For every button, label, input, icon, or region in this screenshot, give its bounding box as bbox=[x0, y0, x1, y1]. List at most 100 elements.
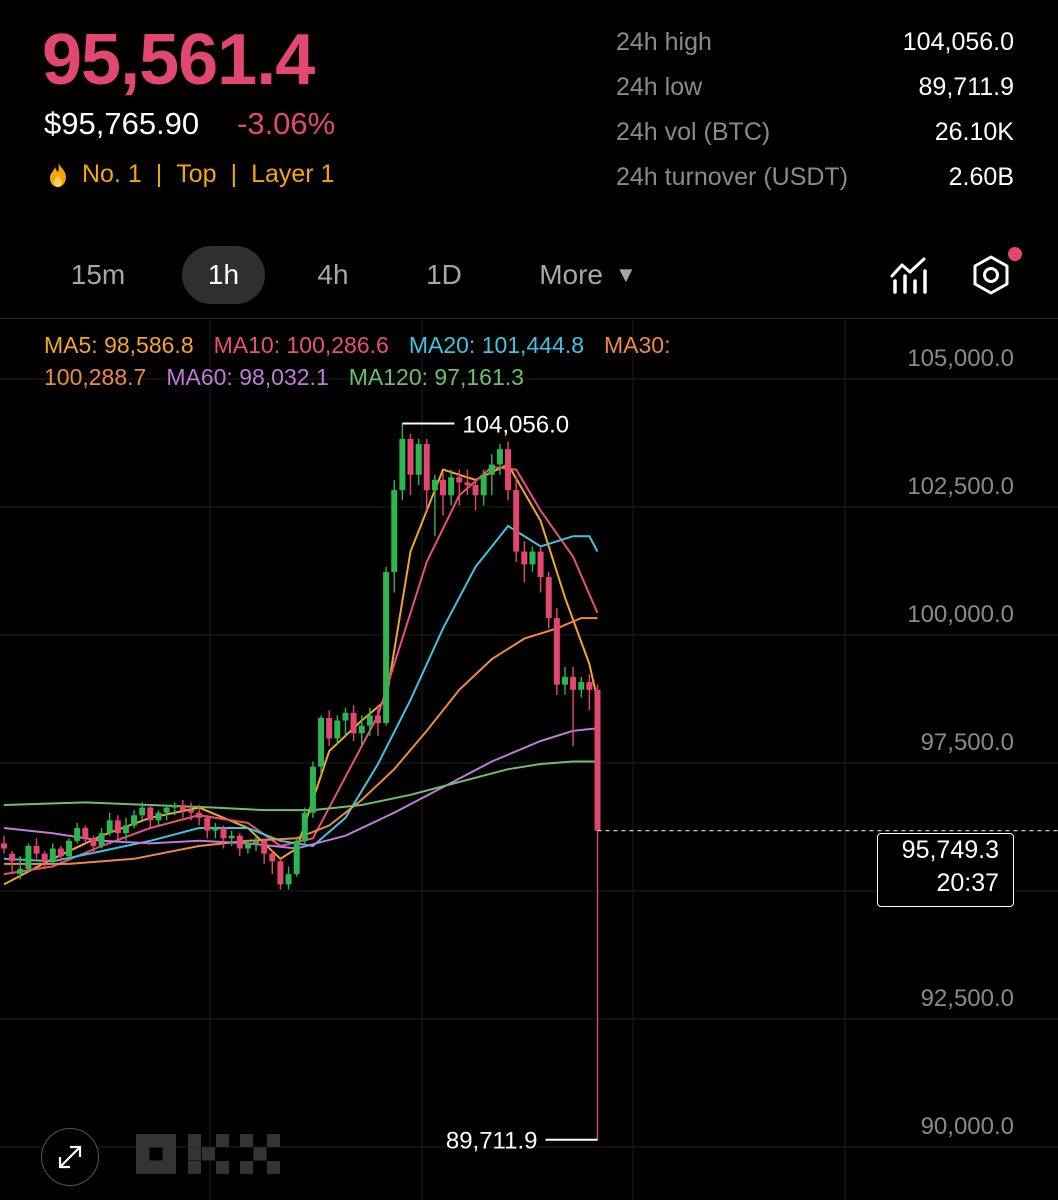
settings-icon[interactable] bbox=[970, 254, 1012, 296]
candle-body bbox=[269, 853, 276, 862]
candle-body bbox=[33, 845, 40, 854]
candle-body bbox=[383, 572, 390, 724]
candle-body bbox=[423, 444, 430, 491]
ma5-line bbox=[3, 463, 599, 886]
current-price-label: 95,749.3 20:37 bbox=[877, 833, 1014, 907]
candle-body bbox=[277, 861, 284, 885]
y-axis-tick-label: 100,000.0 bbox=[907, 601, 1014, 628]
tab-more[interactable]: More ▼ bbox=[518, 246, 658, 304]
high-marker-label: 104,056.0 bbox=[462, 412, 569, 439]
ma10-line bbox=[3, 466, 599, 876]
ma-legend-row-2: 100,288.7 MA60: 98,032.1 MA120: 97,161.3 bbox=[44, 366, 544, 389]
candle-body bbox=[553, 618, 560, 685]
stat-label-high: 24h high bbox=[616, 28, 712, 56]
candle-body bbox=[570, 677, 577, 690]
candle-body bbox=[114, 820, 121, 834]
candle-countdown: 20:37 bbox=[936, 869, 999, 897]
candle-body bbox=[9, 853, 16, 862]
candle-body bbox=[293, 840, 300, 875]
tab-1h[interactable]: 1h bbox=[182, 246, 265, 304]
expand-button[interactable] bbox=[41, 1128, 99, 1186]
candle-body bbox=[358, 725, 365, 734]
candle-body bbox=[122, 825, 129, 834]
candle-body bbox=[66, 840, 73, 857]
candle-body bbox=[464, 482, 471, 485]
expand-arrows-icon bbox=[58, 1145, 82, 1169]
candle-body bbox=[374, 715, 381, 724]
y-axis-tick-label: 92,500.0 bbox=[921, 985, 1014, 1012]
candle-body bbox=[537, 551, 544, 578]
candle-body bbox=[244, 843, 251, 849]
candle-body bbox=[334, 720, 341, 739]
candle-body bbox=[171, 805, 178, 808]
candle-body bbox=[318, 717, 325, 767]
stat-value-high: 104,056.0 bbox=[902, 28, 1014, 56]
tag-separator: | bbox=[230, 159, 238, 188]
candle-body bbox=[1, 843, 7, 849]
candle-body bbox=[496, 449, 503, 465]
candle-body bbox=[253, 840, 260, 844]
candle-body bbox=[49, 848, 56, 862]
candle-body bbox=[513, 490, 520, 552]
tab-4h[interactable]: 4h bbox=[317, 259, 349, 290]
candle-body bbox=[342, 712, 349, 721]
tab-1d[interactable]: 1D bbox=[426, 259, 462, 290]
fire-icon bbox=[50, 161, 66, 187]
candle-body bbox=[25, 845, 32, 869]
ma60-line bbox=[3, 727, 598, 850]
ma60-legend: MA60: 98,032.1 bbox=[166, 364, 329, 390]
candle-body bbox=[57, 848, 64, 857]
stat-value-low: 89,711.9 bbox=[918, 73, 1014, 101]
candle-body bbox=[301, 812, 308, 841]
candle-body bbox=[98, 833, 105, 846]
candle-body bbox=[41, 853, 48, 862]
stat-label-vol: 24h vol (BTC) bbox=[616, 118, 771, 146]
candle-body bbox=[399, 438, 406, 491]
chevron-down-icon: ▼ bbox=[615, 262, 637, 287]
ma120-line bbox=[3, 760, 598, 812]
ma30-line bbox=[4, 617, 598, 865]
candle-body bbox=[155, 812, 162, 821]
candle-body bbox=[228, 835, 235, 839]
low-marker-label: 89,711.9 bbox=[446, 1128, 538, 1155]
stat-value-vol: 26.10K bbox=[934, 118, 1014, 146]
candle-body bbox=[545, 577, 552, 619]
candle-body bbox=[285, 874, 292, 885]
usd-price: $95,765.90 bbox=[44, 106, 200, 141]
candle-body bbox=[106, 820, 113, 834]
candle-body bbox=[480, 474, 487, 496]
candle-body bbox=[179, 805, 186, 811]
candle-body bbox=[472, 485, 479, 496]
candle-body bbox=[139, 807, 146, 816]
tag-layer[interactable]: Layer 1 bbox=[251, 159, 335, 188]
candle-body bbox=[529, 551, 536, 565]
tag-separator: | bbox=[155, 159, 163, 188]
tag-top[interactable]: Top bbox=[176, 159, 217, 188]
candlestick-chart[interactable]: 105,000.0102,500.0100,000.097,500.095,00… bbox=[0, 320, 1058, 1200]
stat-label-low: 24h low bbox=[616, 73, 703, 101]
ma10-legend: MA10: 100,286.6 bbox=[213, 332, 389, 358]
candle-body bbox=[456, 477, 463, 483]
tab-15m[interactable]: 15m bbox=[70, 259, 126, 290]
candle-body bbox=[90, 838, 97, 846]
y-axis-tick-label: 97,500.0 bbox=[921, 729, 1014, 756]
candle-body bbox=[505, 449, 512, 491]
candle-body bbox=[431, 479, 438, 491]
candle-body bbox=[147, 807, 154, 821]
chart-indicator-icon[interactable] bbox=[888, 254, 930, 296]
candle-body bbox=[212, 828, 219, 831]
candle-body bbox=[82, 828, 89, 839]
tag-row: No. 1 | Top | Layer 1 bbox=[46, 160, 334, 188]
candle-body bbox=[586, 682, 593, 690]
ma120-legend: MA120: 97,161.3 bbox=[348, 364, 524, 390]
y-axis-tick-label: 102,500.0 bbox=[907, 473, 1014, 500]
candle-body bbox=[561, 677, 568, 685]
candle-body bbox=[521, 551, 528, 565]
candle-body bbox=[131, 815, 138, 826]
candle-body bbox=[261, 840, 268, 854]
candle-body bbox=[309, 766, 316, 813]
last-price: 95,561.4 bbox=[42, 20, 315, 100]
tag-rank[interactable]: No. 1 bbox=[82, 159, 142, 188]
y-axis-tick-label: 105,000.0 bbox=[907, 345, 1014, 372]
candle-body bbox=[187, 810, 194, 813]
